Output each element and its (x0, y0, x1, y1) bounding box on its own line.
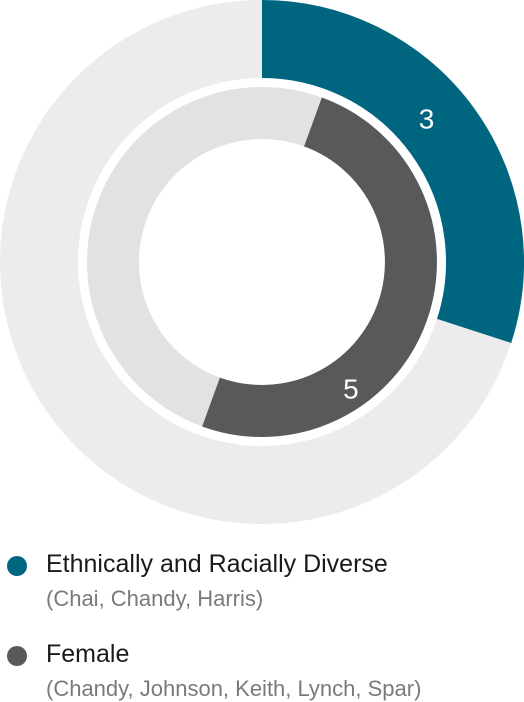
legend-members-female: (Chandy, Johnson, Keith, Lynch, Spar) (46, 676, 422, 701)
inner-ring-female: 5 (87, 87, 437, 437)
outer-ring-segment-diverse (261, 0, 524, 343)
inner-ring-segment-female (202, 97, 437, 437)
outer-ring-value-label: 3 (419, 103, 435, 134)
inner-ring-value-label: 5 (343, 373, 359, 404)
legend-label-female: Female (46, 640, 130, 668)
legend-swatch-female (7, 646, 27, 666)
legend-label-diverse: Ethnically and Racially Diverse (46, 550, 388, 578)
outer-ring-diverse: 3 (0, 0, 524, 524)
legend-members-diverse: (Chai, Chandy, Harris) (46, 586, 264, 611)
legend-swatch-diverse (7, 556, 27, 576)
nested-donut-chart: 3 5 (0, 0, 524, 524)
